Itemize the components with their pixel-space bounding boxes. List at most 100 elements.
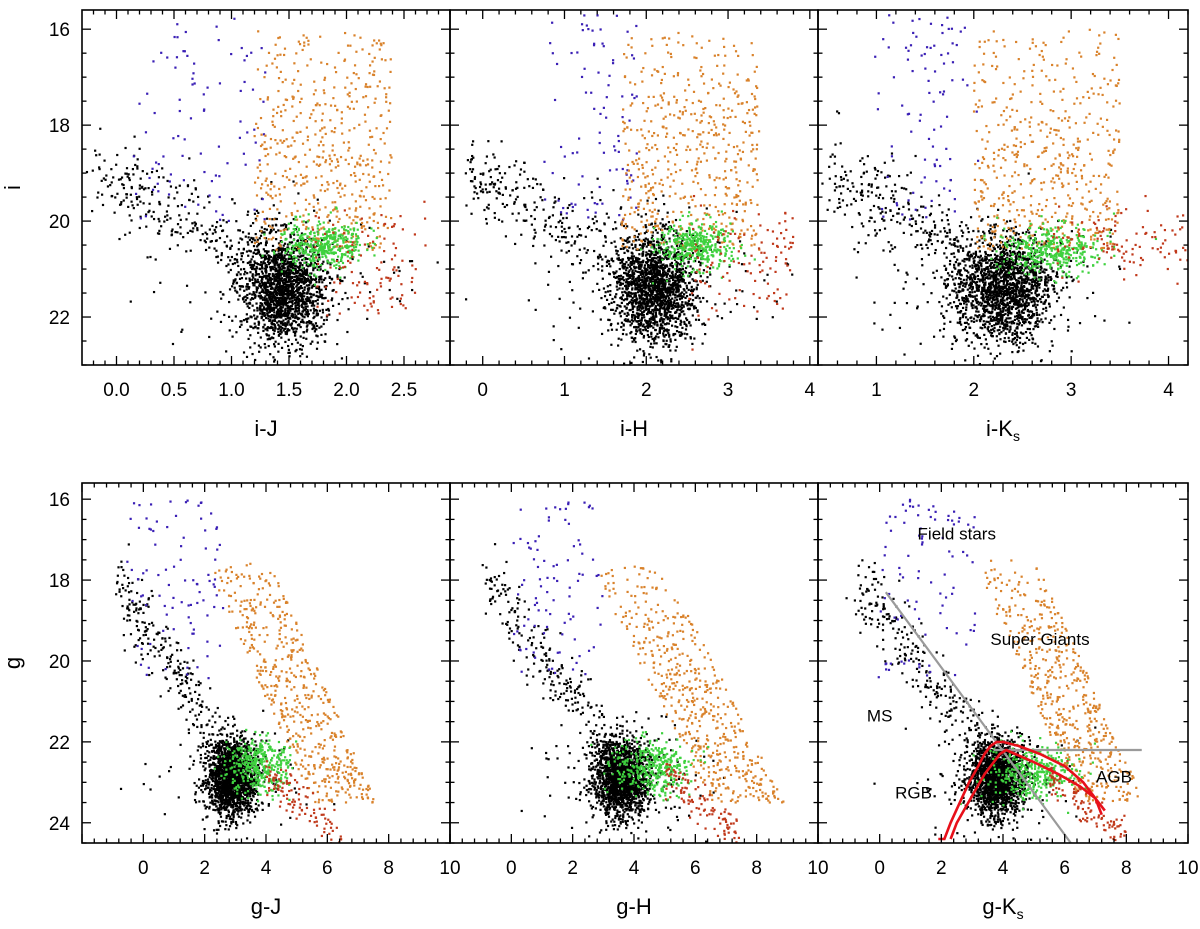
ms-point: [225, 245, 229, 248]
supergiant-point: [259, 187, 263, 190]
ms-point: [309, 309, 312, 312]
ms-point: [171, 228, 174, 231]
supergiant-point: [257, 30, 260, 33]
supergiant-point: [379, 197, 382, 200]
supergiant-point: [264, 222, 267, 225]
ms-point: [620, 296, 623, 299]
ms-point: [640, 319, 643, 322]
ms-point: [631, 275, 634, 278]
ms-point: [297, 269, 300, 273]
rgb-point: [342, 239, 345, 242]
ms-point: [646, 298, 649, 301]
ms-point: [645, 257, 649, 260]
supergiant-point: [319, 243, 323, 246]
ms-point: [96, 196, 99, 199]
ms-point: [638, 267, 641, 270]
ms-point: [266, 338, 269, 341]
ms-point: [91, 209, 94, 213]
ms-point: [265, 301, 268, 304]
agb-point: [360, 217, 363, 220]
ms-point: [685, 295, 689, 298]
ms-point: [625, 269, 628, 272]
ms-point: [298, 255, 302, 258]
rgb-point: [295, 260, 298, 263]
ms-point: [250, 236, 253, 240]
ms-point: [219, 320, 223, 324]
ms-point: [648, 293, 651, 297]
rgb-point: [306, 220, 309, 223]
ms-point: [660, 234, 663, 237]
field-star-point: [167, 193, 171, 196]
ms-point: [215, 226, 218, 229]
supergiant-point: [268, 225, 272, 228]
ms-point: [289, 282, 292, 285]
ms-point: [638, 319, 642, 322]
ms-point: [657, 336, 660, 339]
ms-point: [313, 304, 316, 307]
ms-point: [147, 186, 150, 190]
ms-point: [265, 289, 268, 292]
supergiant-point: [290, 144, 293, 147]
supergiant-point: [266, 163, 269, 166]
ms-point: [646, 241, 650, 245]
ms-point: [596, 177, 599, 180]
ms-point: [262, 275, 266, 278]
ms-point: [275, 294, 279, 297]
ms-point: [273, 254, 276, 257]
agb-point: [400, 283, 403, 286]
ms-point: [234, 278, 237, 281]
ms-point: [515, 181, 518, 184]
ms-point: [665, 273, 668, 277]
ms-point: [609, 290, 612, 293]
ms-point: [660, 248, 663, 251]
ms-point: [254, 293, 257, 296]
supergiant-point: [388, 86, 391, 89]
ms-point: [647, 309, 650, 313]
ms-point: [513, 202, 516, 205]
ms-point: [291, 285, 295, 288]
supergiant-point: [322, 150, 325, 153]
ms-point: [286, 323, 289, 326]
ms-point: [557, 264, 560, 268]
ms-point: [325, 308, 328, 311]
ms-point: [624, 239, 628, 242]
ms-point: [306, 297, 309, 300]
ms-point: [307, 274, 310, 277]
ms-point: [643, 326, 646, 329]
ms-point: [616, 304, 619, 307]
ms-point: [277, 297, 280, 300]
rgb-point: [285, 249, 289, 252]
ms-point: [283, 254, 286, 257]
ms-point: [295, 321, 298, 324]
ms-point: [261, 312, 264, 315]
ms-point: [670, 276, 673, 279]
ms-point: [523, 186, 526, 189]
ms-point: [681, 326, 684, 329]
ms-point: [363, 282, 366, 285]
ms-point: [277, 330, 280, 334]
ms-point: [267, 280, 270, 283]
ms-point: [309, 301, 312, 304]
rgb-point: [297, 227, 301, 230]
supergiant-point: [267, 193, 270, 196]
ms-point: [678, 313, 682, 316]
ms-point: [293, 298, 296, 301]
ms-point: [276, 256, 280, 259]
ms-point: [684, 266, 688, 270]
supergiant-point: [277, 105, 280, 108]
ms-point: [271, 272, 274, 276]
ms-point: [639, 273, 642, 276]
ms-point: [282, 313, 286, 316]
ms-point: [669, 300, 673, 304]
ms-point: [647, 243, 650, 247]
supergiant-point: [344, 184, 347, 187]
rgb-point: [327, 230, 330, 233]
ms-point: [308, 280, 311, 284]
ms-point: [634, 277, 637, 281]
ms-point: [665, 264, 668, 267]
ms-point: [282, 323, 285, 326]
rgb-point: [288, 243, 291, 246]
ms-point: [690, 285, 693, 288]
supergiant-point: [296, 131, 299, 134]
ms-point: [176, 223, 180, 226]
